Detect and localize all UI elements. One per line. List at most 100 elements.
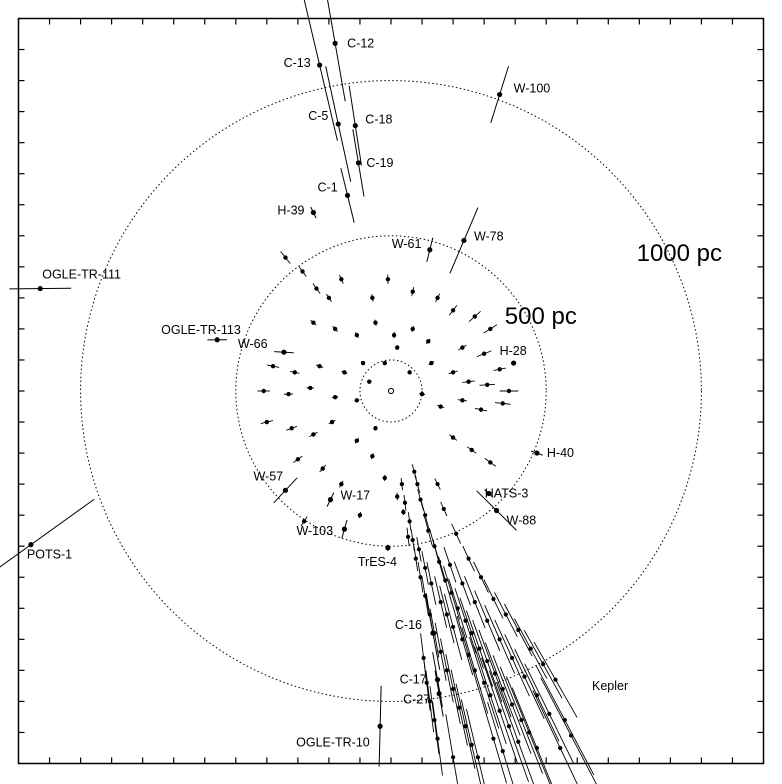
kepler-field-label: Kepler — [592, 679, 628, 693]
kepler-system-point — [519, 717, 524, 723]
inner-system-point — [354, 398, 360, 403]
inner-system-point — [460, 398, 465, 403]
inner-system-point — [450, 370, 456, 375]
inner-system-point — [283, 255, 288, 260]
kepler-system-point — [435, 736, 440, 741]
labeled-system-point — [385, 545, 391, 551]
system-label: C-13 — [284, 56, 311, 70]
distance-ring — [80, 80, 702, 702]
system-label: W-78 — [474, 229, 504, 243]
inner-system-point — [500, 401, 505, 406]
inner-system-point — [329, 419, 335, 425]
system-label: POTS-1 — [27, 548, 72, 562]
labeled-system-point — [282, 487, 289, 493]
ring-label: 500 pc — [505, 303, 577, 330]
kepler-system-point — [491, 736, 496, 741]
inner-system-point — [370, 295, 375, 301]
kepler-system-point — [435, 482, 440, 487]
kepler-system-point — [500, 748, 505, 754]
inner-system-point — [395, 494, 400, 499]
data-marks — [0, 0, 597, 784]
inner-system-point — [320, 466, 325, 471]
inner-system-point — [339, 277, 344, 282]
inner-system-point — [317, 363, 322, 369]
kepler-system-point — [472, 599, 477, 605]
system-label: C-27 — [403, 693, 430, 707]
kepler-system-point — [418, 497, 423, 502]
inner-system-point — [326, 295, 332, 301]
inner-system-point — [401, 509, 406, 515]
inner-system-point — [311, 320, 316, 325]
kepler-system-point — [485, 658, 490, 664]
kepler-system-point — [457, 705, 462, 710]
inner-system-point — [308, 385, 313, 391]
kepler-system-point — [423, 513, 428, 518]
inner-system-point — [488, 460, 493, 465]
system-label: OGLE-TR-10 — [296, 735, 370, 749]
inner-system-point — [478, 407, 484, 412]
inner-system-point — [332, 326, 338, 332]
kepler-system-point — [412, 469, 417, 474]
system-label: W-61 — [392, 237, 422, 251]
kepler-system-point — [444, 612, 449, 617]
kepler-system-point — [503, 612, 508, 617]
labeled-system-point — [332, 40, 338, 46]
kepler-system-point — [477, 646, 482, 651]
inner-system-point — [367, 379, 372, 384]
inner-system-point — [264, 419, 270, 425]
kepler-system-point — [466, 556, 471, 561]
labeled-system-point — [436, 691, 442, 697]
kepler-system-point — [426, 528, 431, 533]
labeled-system-point — [377, 723, 383, 729]
system-label: C-16 — [395, 618, 422, 632]
labeled-system-point — [352, 122, 358, 129]
labeled-system-point — [434, 677, 441, 683]
system-label: OGLE-TR-113 — [161, 323, 241, 337]
inner-system-point — [301, 519, 307, 524]
kepler-system-point — [444, 668, 449, 673]
inner-system-point — [410, 326, 415, 332]
system-label: W-66 — [238, 337, 268, 351]
labeled-system-errorbar — [0, 498, 95, 568]
system-label: W-88 — [507, 514, 537, 528]
inner-system-point — [261, 388, 266, 394]
inner-system-point — [373, 426, 378, 431]
kepler-system-point-errorbar — [445, 714, 459, 784]
inner-system-point — [354, 438, 360, 443]
inner-system-point — [354, 332, 360, 338]
kepler-system-point — [558, 745, 563, 751]
kepler-system-point — [450, 624, 456, 630]
system-label: H-28 — [500, 344, 527, 358]
inner-system-point — [506, 388, 512, 394]
inner-system-point — [357, 512, 363, 518]
kepler-system-point — [478, 575, 484, 580]
kepler-system-point — [516, 627, 521, 633]
kepler-system-point — [500, 686, 505, 692]
kepler-system-point — [485, 618, 490, 623]
inner-system-point — [450, 308, 456, 313]
kepler-system-point — [506, 724, 512, 729]
inner-system-point — [485, 382, 490, 387]
kepler-system-point — [541, 662, 546, 667]
kepler-system-point — [568, 733, 574, 738]
labeled-system-point — [341, 526, 348, 532]
kepler-system-point — [429, 581, 434, 586]
inner-system-point — [450, 435, 456, 440]
labeled-system-point — [497, 91, 503, 98]
inner-system-point — [382, 475, 387, 481]
inner-system-point — [332, 395, 338, 400]
labeled-system-point — [344, 192, 351, 199]
system-label: C-5 — [308, 109, 328, 123]
kepler-system-point — [475, 755, 481, 760]
kepler-system-point — [491, 596, 496, 602]
kepler-system-point — [497, 637, 502, 642]
kepler-system-point — [528, 646, 533, 651]
kepler-system-point — [454, 531, 459, 536]
kepler-system-point — [516, 739, 521, 744]
inner-system-point — [426, 339, 431, 344]
system-label: HATS-3 — [485, 486, 529, 500]
labeled-system-point — [317, 62, 323, 68]
sun-marker — [387, 387, 395, 395]
inner-system-point — [497, 367, 502, 372]
